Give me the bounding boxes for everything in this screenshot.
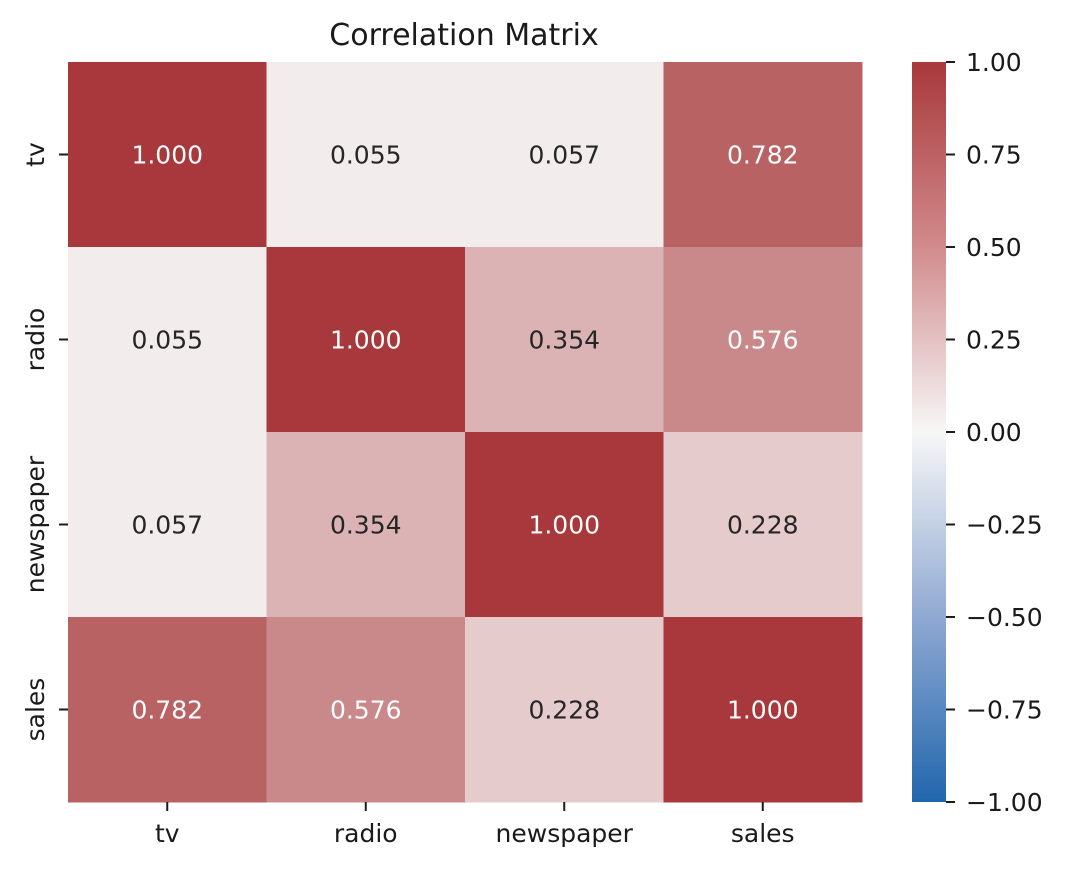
chart-title: Correlation Matrix — [329, 18, 598, 53]
cell-value-label: 0.576 — [330, 696, 402, 725]
heatmap-cell-radio-tv — [68, 247, 267, 433]
colorbar-tick-label: 0.50 — [966, 233, 1022, 262]
colorbar-tick-label: −0.75 — [966, 696, 1043, 725]
cell-value-label: 0.228 — [528, 696, 600, 725]
colorbar-axis: 1.00 0.75 0.50 0.25 0.00 −0.25 −0.50 −0.75 −1.00 — [946, 48, 1043, 817]
y-tick-label-tv: tv — [21, 142, 50, 167]
heatmap-cell-tv-tv — [68, 62, 267, 248]
cell-value-label: 0.576 — [727, 326, 799, 355]
heatmap-cell-newspaper-newspaper — [465, 432, 664, 618]
colorbar-tick-label: 0.25 — [966, 326, 1022, 355]
cell-value-label: 1.000 — [727, 696, 799, 725]
cell-value-label: 1.000 — [131, 141, 203, 170]
heatmap-cell-newspaper-tv — [68, 432, 267, 618]
heatmap-cell-sales-sales — [663, 617, 863, 803]
cell-value-label: 0.055 — [330, 141, 402, 170]
cell-value-label: 0.057 — [528, 141, 600, 170]
heatmap-cells — [68, 62, 863, 803]
colorbar-tick-label: 1.00 — [966, 48, 1022, 77]
cell-value-label: 0.354 — [528, 326, 600, 355]
cell-value-label: 1.000 — [528, 511, 600, 540]
heatmap-cell-newspaper-radio — [266, 432, 466, 618]
heatmap-cell-sales-tv — [68, 617, 267, 803]
y-tick-label-newspaper: newspaper — [21, 455, 50, 593]
heatmap-cell-radio-radio — [266, 247, 466, 433]
y-tick-label-sales: sales — [21, 678, 50, 742]
x-tick-label-radio: radio — [334, 819, 398, 848]
x-tick-label-sales: sales — [731, 819, 795, 848]
cell-value-label: 0.055 — [131, 326, 203, 355]
heatmap-cell-newspaper-sales — [663, 432, 863, 618]
x-tick-label-tv: tv — [155, 819, 180, 848]
heatmap-cell-sales-radio — [266, 617, 466, 803]
colorbar — [912, 62, 946, 802]
cell-value-label: 0.782 — [131, 696, 203, 725]
colorbar-tick-label: −0.25 — [966, 511, 1043, 540]
heatmap-cell-tv-sales — [663, 62, 863, 248]
cell-value-label: 1.000 — [330, 326, 402, 355]
cell-value-label: 0.354 — [330, 511, 402, 540]
heatmap-cell-radio-newspaper — [465, 247, 664, 433]
heatmap-cell-tv-radio — [266, 62, 466, 248]
colorbar-tick-label: −1.00 — [966, 788, 1043, 817]
x-tick-label-newspaper: newspaper — [496, 819, 634, 848]
y-axis: tv radio newspaper sales — [21, 142, 68, 741]
y-tick-label-radio: radio — [21, 308, 50, 372]
heatmap-cell-radio-sales — [663, 247, 863, 433]
heatmap-cell-tv-newspaper — [465, 62, 664, 248]
x-axis: tv radio newspaper sales — [155, 802, 795, 848]
cell-value-label: 0.228 — [727, 511, 799, 540]
cell-value-label: 0.057 — [131, 511, 203, 540]
heatmap-cell-labels: 1.000 0.055 0.057 0.782 0.055 1.000 0.354 0.576… — [131, 141, 798, 725]
heatmap-cell-sales-newspaper — [465, 617, 664, 803]
colorbar-tick-label: 0.75 — [966, 141, 1022, 170]
cell-value-label: 0.782 — [727, 141, 799, 170]
colorbar-tick-label: 0.00 — [966, 418, 1022, 447]
colorbar-tick-label: −0.50 — [966, 603, 1043, 632]
